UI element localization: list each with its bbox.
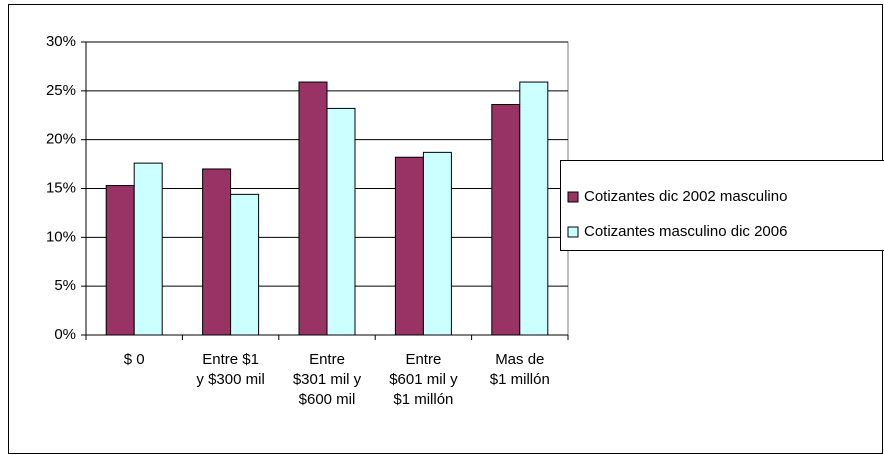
bar	[491, 104, 521, 336]
bar	[326, 107, 356, 336]
bar	[133, 162, 163, 336]
y-tick-label: 0%	[54, 326, 76, 343]
y-tick-label: 20%	[46, 131, 76, 148]
bar	[230, 193, 260, 336]
x-tick-label: $ 0	[123, 351, 145, 368]
y-tick-label: 25%	[46, 82, 76, 99]
legend-label: Cotizantes dic 2002 masculino	[584, 188, 787, 205]
x-tick-label: Entre $301 mil y $600 mil	[292, 351, 362, 408]
legend-swatch	[567, 191, 579, 203]
bar	[394, 156, 424, 336]
bar	[519, 81, 549, 336]
x-tick-label: Mas de $1 millón	[489, 351, 550, 388]
bar	[298, 81, 328, 336]
legend-box	[560, 160, 884, 251]
x-tick-label: Entre $1 y $300 mil	[196, 351, 265, 388]
legend-swatch	[567, 226, 579, 238]
y-tick-label: 30%	[46, 33, 76, 50]
y-tick-label: 15%	[46, 179, 76, 196]
bar	[202, 168, 232, 336]
x-tick-label: Entre $601 mil y $1 millón	[389, 351, 458, 408]
legend-label: Cotizantes masculino dic 2006	[584, 223, 787, 240]
y-tick-label: 10%	[46, 228, 76, 245]
y-tick-label: 5%	[54, 277, 76, 294]
bar	[422, 151, 452, 336]
bar	[105, 185, 135, 336]
